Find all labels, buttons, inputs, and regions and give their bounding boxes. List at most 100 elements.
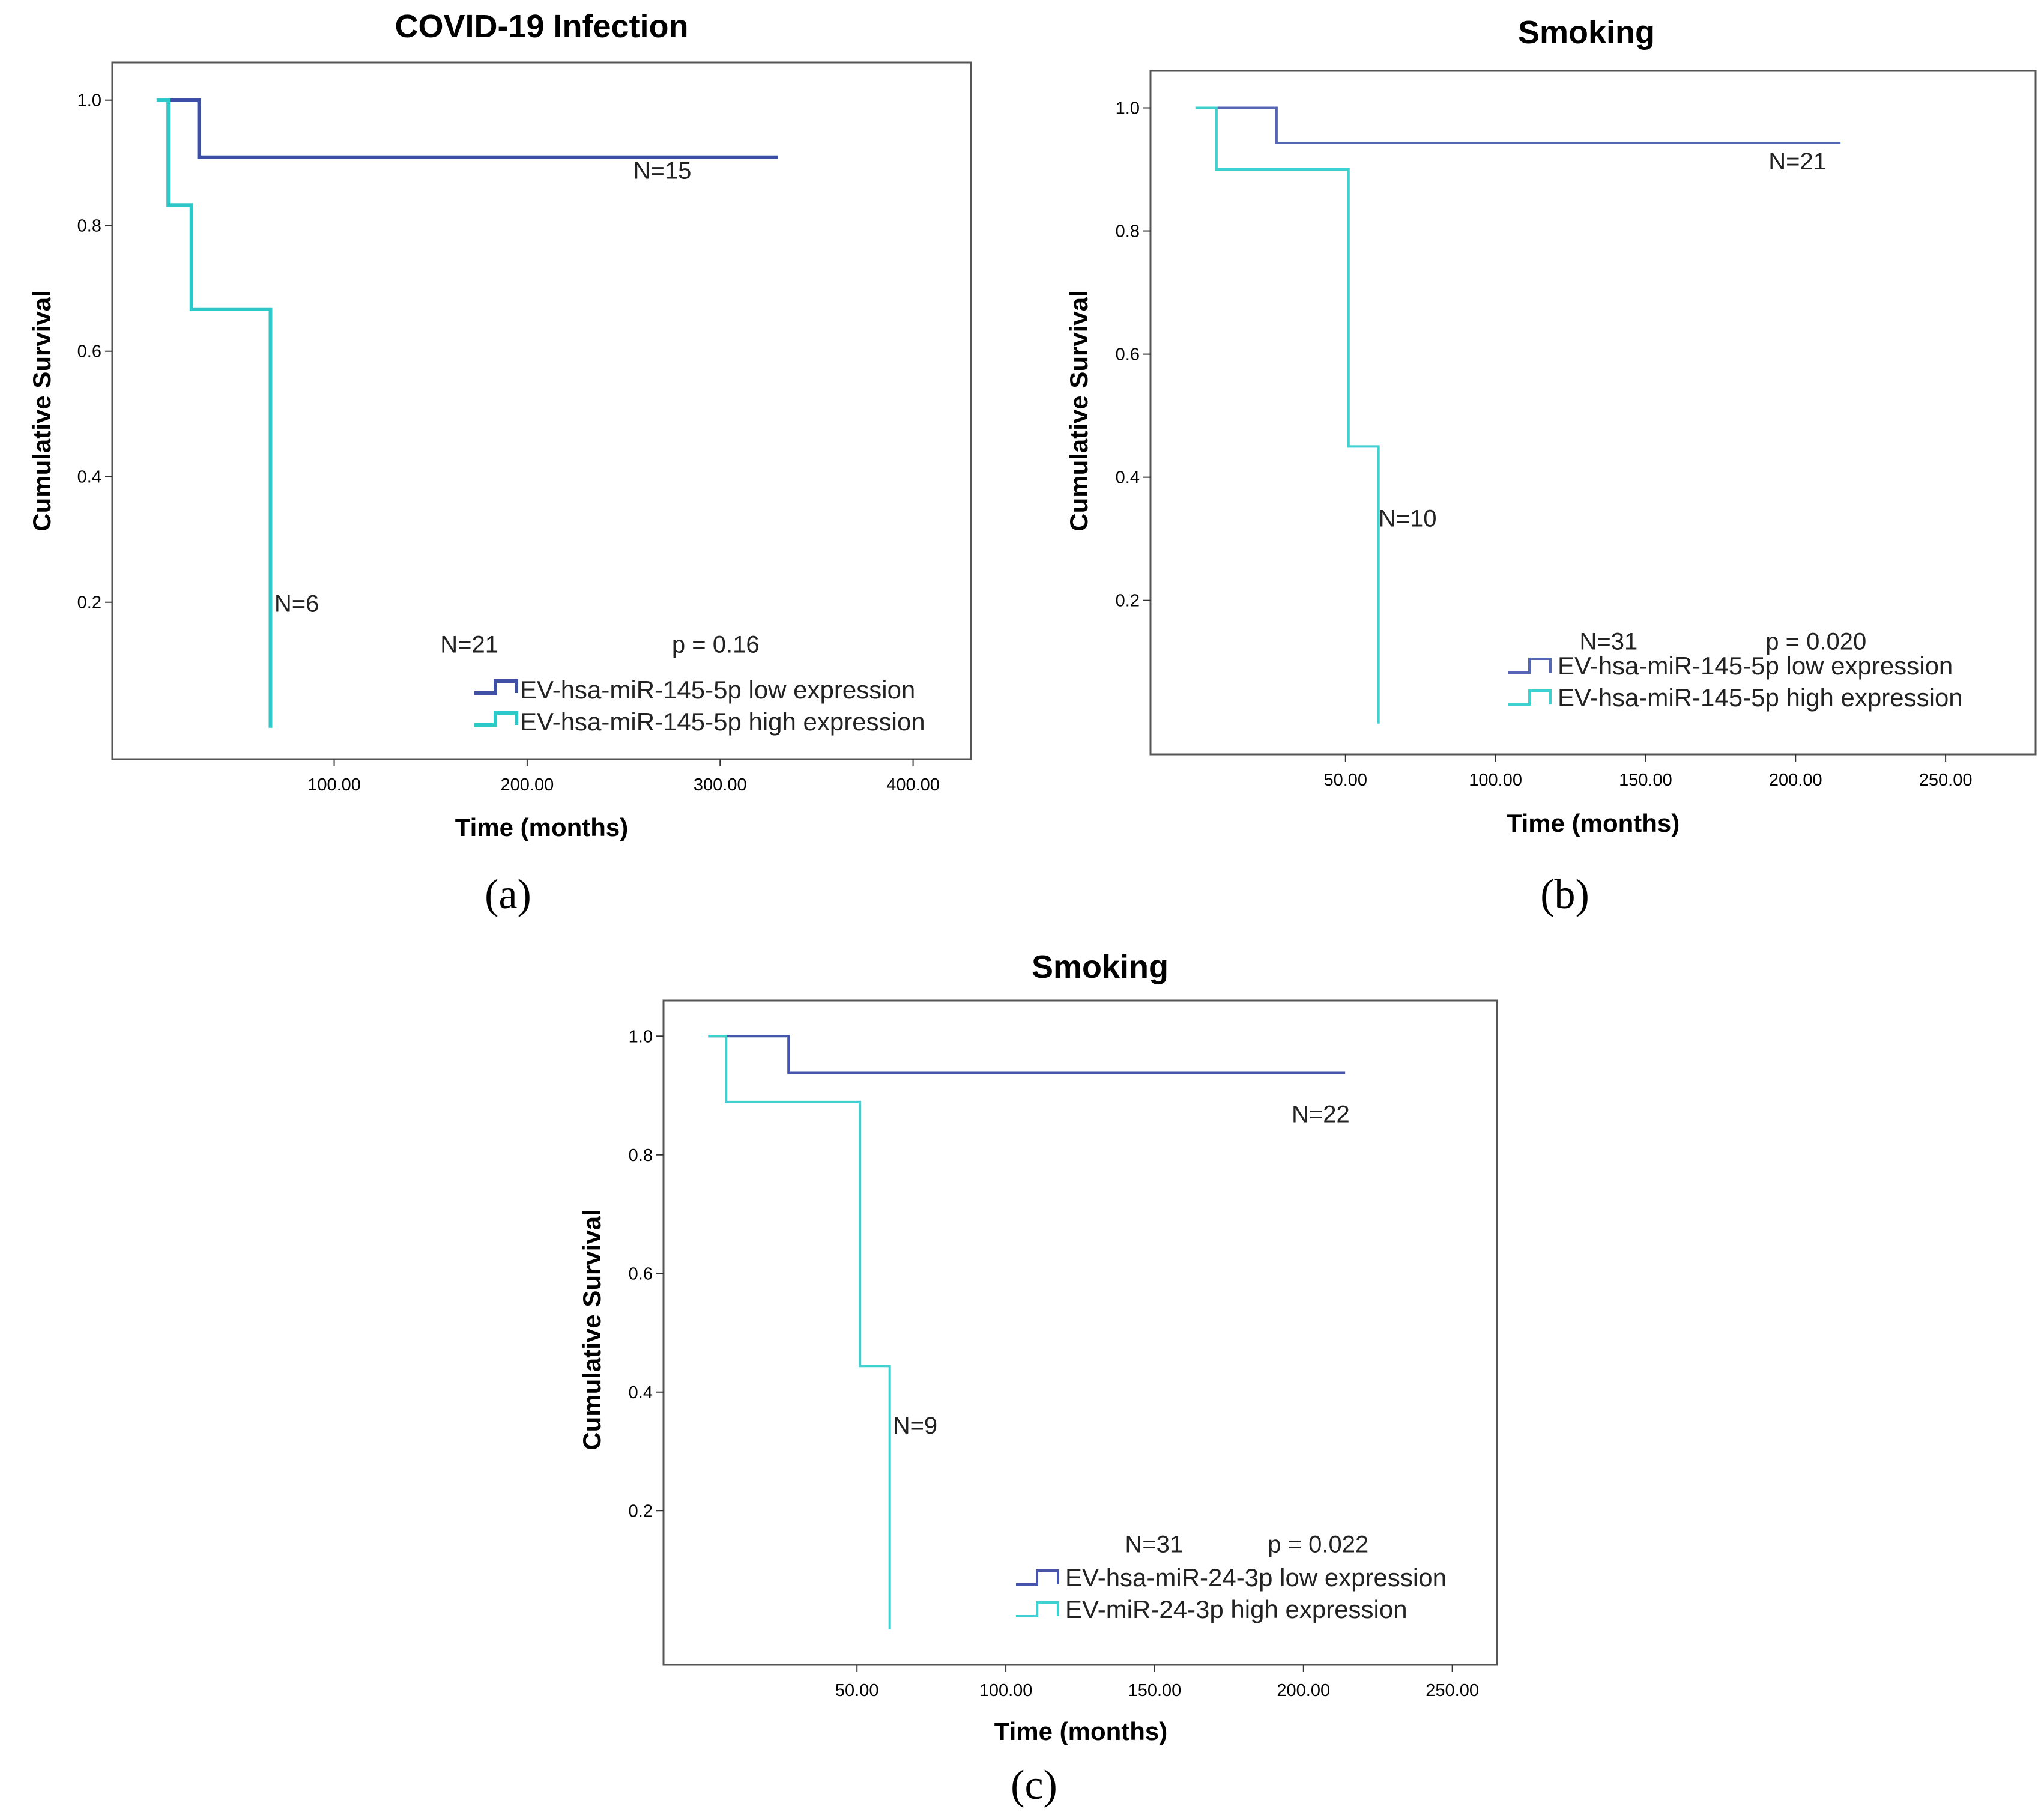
chart-title: Smoking	[1518, 14, 1655, 50]
legend-swatch	[1508, 658, 1552, 674]
plot-frame	[662, 999, 1498, 1666]
x-tick-label: 100.00	[1469, 771, 1522, 790]
plot-frame	[1149, 70, 2037, 756]
survival-curve-high	[708, 1035, 891, 1629]
plot-frame	[111, 61, 972, 760]
y-tick-label: 0.2	[629, 1501, 653, 1521]
y-tick-label: 0.2	[77, 593, 101, 613]
annotation: p = 0.020	[1765, 629, 1866, 655]
annotation-layer: N=21 N=10 N=31 p = 0.020	[1379, 148, 1867, 655]
series-layer	[708, 1035, 1346, 1629]
legend-item: EV-hsa-miR-145-5p high expression	[1508, 683, 1963, 712]
x-tick-label: 150.00	[1128, 1681, 1182, 1700]
series-layer	[156, 98, 778, 728]
y-axis: 0.2 0.4 0.6 0.8 1.0	[1116, 99, 1151, 611]
y-tick-label: 1.0	[629, 1027, 653, 1046]
y-axis-title: Cumulative Survival	[578, 1209, 606, 1450]
legend: EV-hsa-miR-145-5p low expression EV-hsa-…	[474, 676, 925, 736]
legend-label: EV-hsa-miR-145-5p high expression	[520, 708, 925, 736]
x-tick-label: 300.00	[694, 775, 747, 795]
x-axis: 50.00 100.00 150.00 200.00 250.00	[1323, 754, 1972, 790]
y-tick-label: 0.6	[629, 1264, 653, 1283]
y-tick-label: 1.0	[77, 91, 101, 111]
x-tick-label: 400.00	[886, 775, 940, 795]
annotation: N=10	[1379, 506, 1437, 532]
x-axis-title: Time (months)	[994, 1717, 1168, 1745]
legend-label: EV-hsa-miR-145-5p low expression	[1558, 652, 1953, 680]
legend-swatch	[1016, 1601, 1059, 1617]
survival-curve-low	[156, 98, 778, 159]
legend-item: EV-hsa-miR-145-5p low expression	[474, 676, 915, 704]
legend-swatch	[1016, 1569, 1059, 1586]
y-tick-label: 0.6	[77, 342, 101, 362]
x-axis-title: Time (months)	[455, 813, 629, 841]
legend-item: EV-miR-24-3p high expression	[1016, 1595, 1408, 1623]
chart-title: COVID-19 Infection	[395, 8, 688, 44]
annotation: p = 0.022	[1268, 1531, 1368, 1557]
legend-swatch	[474, 679, 518, 695]
panel-c: Smoking 0.2 0.4 0.6 0.8 1.0 50.00 100.00 150.0…	[578, 949, 1498, 1808]
x-axis: 50.00 100.00 150.00 200.00 250.00	[835, 1665, 1479, 1700]
panel-b: Smoking 0.2 0.4 0.6 0.8 1.0 50.00 100.00 150.0…	[1065, 14, 2037, 918]
y-tick-label: 0.4	[1116, 468, 1140, 488]
annotation: N=22	[1292, 1101, 1350, 1127]
legend-item: EV-hsa-miR-145-5p high expression	[474, 708, 925, 736]
annotation: N=31	[1580, 629, 1638, 655]
x-tick-label: 150.00	[1619, 771, 1672, 790]
annotation-layer: N=15 N=6 N=21 p = 0.16	[274, 157, 760, 658]
annotation: N=31	[1125, 1531, 1183, 1557]
y-tick-label: 0.2	[1116, 592, 1140, 611]
legend-swatch	[474, 711, 518, 727]
x-tick-label: 100.00	[307, 775, 361, 795]
legend-item: EV-hsa-miR-145-5p low expression	[1508, 652, 1953, 680]
x-tick-label: 50.00	[835, 1681, 879, 1700]
annotation: N=21	[440, 631, 498, 658]
y-tick-label: 0.8	[1116, 222, 1140, 241]
annotation: p = 0.16	[672, 631, 760, 658]
survival-curve-low	[1195, 106, 1841, 144]
y-tick-label: 0.8	[629, 1146, 653, 1165]
panel-label: (a)	[485, 871, 531, 918]
legend: EV-hsa-miR-145-5p low expression EV-hsa-…	[1508, 652, 1963, 712]
survival-curve-low	[708, 1035, 1346, 1074]
annotation: N=15	[633, 157, 692, 184]
x-tick-label: 100.00	[979, 1681, 1033, 1700]
annotation-layer: N=22 N=9 N=31 p = 0.022	[893, 1101, 1369, 1557]
y-tick-label: 0.4	[629, 1383, 653, 1402]
annotation: N=6	[274, 590, 319, 617]
y-axis: 0.2 0.4 0.6 0.8 1.0	[77, 91, 112, 613]
panel-a: COVID-19 Infection 0.2 0.4 0.6 0.8 1.0 100.0…	[28, 8, 972, 918]
series-layer	[1195, 106, 1841, 724]
y-tick-label: 0.4	[77, 468, 101, 487]
annotation: N=9	[893, 1413, 938, 1439]
y-tick-label: 0.8	[77, 217, 101, 236]
x-axis-title: Time (months)	[1507, 809, 1680, 837]
legend-item: EV-hsa-miR-24-3p low expression	[1016, 1563, 1447, 1592]
y-axis-title: Cumulative Survival	[28, 290, 56, 531]
legend-label: EV-hsa-miR-145-5p high expression	[1558, 683, 1963, 712]
x-tick-label: 250.00	[1426, 1681, 1479, 1700]
annotation: N=21	[1768, 148, 1827, 175]
x-tick-label: 50.00	[1323, 771, 1367, 790]
x-tick-label: 200.00	[1769, 771, 1822, 790]
panel-label: (c)	[1011, 1762, 1057, 1808]
y-axis-title: Cumulative Survival	[1065, 290, 1093, 531]
x-tick-label: 200.00	[501, 775, 554, 795]
legend-label: EV-hsa-miR-24-3p low expression	[1065, 1563, 1447, 1592]
y-tick-label: 1.0	[1116, 99, 1140, 118]
legend-label: EV-miR-24-3p high expression	[1065, 1595, 1408, 1623]
y-tick-label: 0.6	[1116, 345, 1140, 365]
survival-curve-high	[156, 98, 273, 728]
legend-label: EV-hsa-miR-145-5p low expression	[520, 676, 915, 704]
x-tick-label: 200.00	[1277, 1681, 1330, 1700]
legend: EV-hsa-miR-24-3p low expression EV-miR-2…	[1016, 1563, 1447, 1623]
x-axis: 100.00 200.00 300.00 400.00	[307, 759, 940, 795]
y-axis: 0.2 0.4 0.6 0.8 1.0	[629, 1027, 664, 1521]
x-tick-label: 250.00	[1919, 771, 1973, 790]
panel-label: (b)	[1540, 871, 1589, 918]
legend-swatch	[1508, 689, 1552, 706]
chart-title: Smoking	[1032, 949, 1169, 985]
survival-curve-high	[1195, 106, 1380, 724]
